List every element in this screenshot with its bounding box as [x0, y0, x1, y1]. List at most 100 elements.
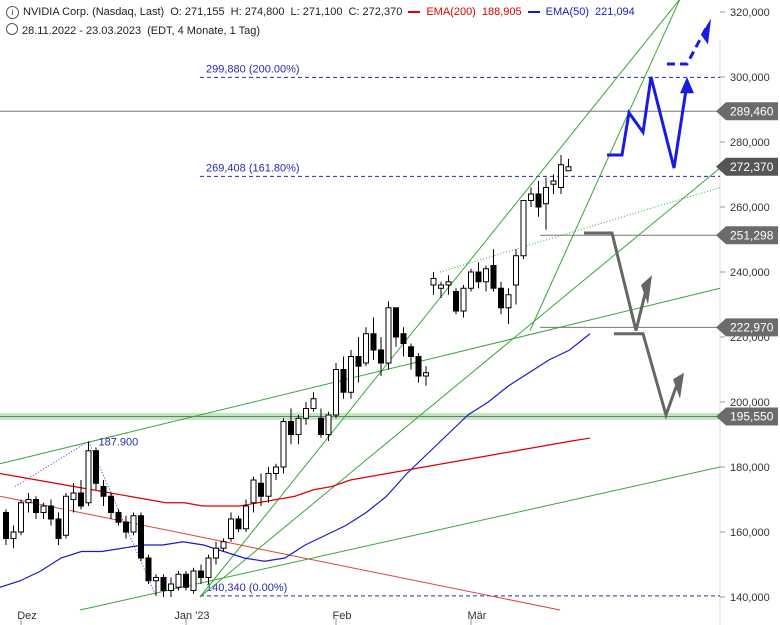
- clock-icon: [6, 23, 18, 35]
- ema50-line: [0, 333, 591, 588]
- candle-body[interactable]: [430, 278, 437, 286]
- candle-body[interactable]: [198, 570, 204, 578]
- candle-body[interactable]: [190, 570, 197, 591]
- candle-body[interactable]: [423, 372, 429, 377]
- candle-body[interactable]: [363, 333, 369, 364]
- info-icon[interactable]: i: [6, 6, 19, 19]
- candle-body[interactable]: [288, 421, 294, 435]
- candle-body[interactable]: [520, 200, 527, 257]
- ema50-swatch: [527, 11, 540, 14]
- y-tick-label: 140,000: [730, 592, 770, 604]
- candle-body[interactable]: [468, 271, 474, 289]
- candle-body[interactable]: [385, 307, 392, 364]
- candle-body[interactable]: [123, 521, 129, 533]
- ema200-line: [0, 437, 591, 507]
- projection-path-gray: [614, 332, 682, 420]
- candle-body[interactable]: [265, 473, 272, 497]
- candle-body[interactable]: [258, 482, 264, 497]
- candle-body[interactable]: [565, 166, 572, 172]
- candle-body[interactable]: [115, 512, 122, 523]
- candle-body[interactable]: [63, 495, 69, 536]
- candle-body[interactable]: [318, 417, 324, 435]
- candle-body[interactable]: [475, 271, 482, 283]
- candle-body[interactable]: [325, 414, 332, 435]
- candle-body[interactable]: [108, 495, 114, 513]
- x-tick-label: Dez: [17, 610, 37, 622]
- candle-body[interactable]: [228, 518, 234, 539]
- candle-body[interactable]: [130, 515, 137, 533]
- projection-path-blue: [607, 76, 689, 169]
- candle-body[interactable]: [438, 284, 444, 289]
- candle-body[interactable]: [3, 512, 9, 539]
- candle-body[interactable]: [273, 466, 279, 474]
- candle-body[interactable]: [445, 281, 452, 286]
- candle-body[interactable]: [535, 193, 542, 208]
- candle-body[interactable]: [250, 479, 257, 504]
- candle-body[interactable]: [205, 557, 212, 578]
- candle-body[interactable]: [33, 499, 39, 513]
- candle-body[interactable]: [505, 294, 512, 309]
- trend-line: [529, 0, 681, 331]
- candle-body[interactable]: [48, 505, 54, 520]
- candle-body[interactable]: [333, 369, 339, 416]
- candle-body[interactable]: [55, 518, 62, 539]
- candle-body[interactable]: [543, 187, 549, 205]
- candle-body[interactable]: [558, 164, 564, 188]
- candle-body[interactable]: [160, 577, 167, 591]
- candle-body[interactable]: [10, 531, 17, 539]
- candle-body[interactable]: [175, 573, 182, 588]
- candle-body[interactable]: [40, 505, 47, 513]
- candle-body[interactable]: [100, 486, 107, 497]
- candle-body[interactable]: [370, 333, 377, 351]
- candle-body[interactable]: [400, 333, 407, 344]
- candle-body[interactable]: [348, 356, 354, 393]
- ema200-label: EMA(200): [426, 6, 476, 18]
- candle-body[interactable]: [85, 450, 92, 504]
- candle-body[interactable]: [25, 499, 32, 504]
- candle-body[interactable]: [18, 502, 24, 533]
- candle-body[interactable]: [408, 346, 414, 357]
- y-tick-label: 260,000: [730, 202, 770, 214]
- candle-body[interactable]: [93, 450, 99, 484]
- candle-body[interactable]: [145, 557, 152, 582]
- candle-body[interactable]: [138, 515, 144, 559]
- candle-body[interactable]: [453, 291, 459, 312]
- candle-body[interactable]: [415, 356, 422, 377]
- candle-body[interactable]: [183, 573, 189, 588]
- candle-body[interactable]: [528, 193, 534, 201]
- candle-body[interactable]: [78, 492, 84, 507]
- candle-body[interactable]: [355, 356, 362, 367]
- quote-row: i NVIDIA Corp. (Nasdaq, Last) O: 271,155 H:…: [6, 6, 641, 19]
- x-tick-label: Feb: [333, 610, 352, 622]
- candle-body[interactable]: [393, 307, 399, 338]
- candle-body[interactable]: [70, 492, 77, 500]
- price-level-tag: [716, 318, 778, 337]
- candle-body[interactable]: [295, 417, 302, 435]
- candle-body[interactable]: [213, 547, 219, 559]
- candle-body[interactable]: [490, 265, 497, 289]
- candle-body[interactable]: [513, 255, 519, 286]
- price-level-label: 195,550: [730, 409, 774, 423]
- candle-body[interactable]: [378, 349, 384, 364]
- price-level-label: 289,460: [730, 104, 774, 118]
- projection-dashed-blue: [667, 27, 708, 66]
- candle-body[interactable]: [280, 421, 287, 468]
- arrow-up-icon: [641, 275, 652, 305]
- fib-label: 269,408 (161.80%): [206, 162, 300, 174]
- trend-line: [199, 167, 721, 598]
- candle-body[interactable]: [220, 541, 227, 549]
- price-level-tag: [716, 407, 778, 426]
- candle-body[interactable]: [168, 583, 174, 591]
- candle-body[interactable]: [550, 180, 557, 185]
- candle-body[interactable]: [460, 287, 467, 312]
- candle-body[interactable]: [243, 505, 249, 530]
- trend-line: [199, 0, 680, 598]
- candle-body[interactable]: [483, 268, 489, 283]
- candle-body[interactable]: [303, 408, 309, 419]
- candle-body[interactable]: [235, 518, 242, 530]
- candle-body[interactable]: [498, 287, 504, 309]
- candle-body[interactable]: [310, 398, 317, 409]
- candle-body[interactable]: [153, 577, 159, 582]
- candle-body[interactable]: [340, 369, 347, 393]
